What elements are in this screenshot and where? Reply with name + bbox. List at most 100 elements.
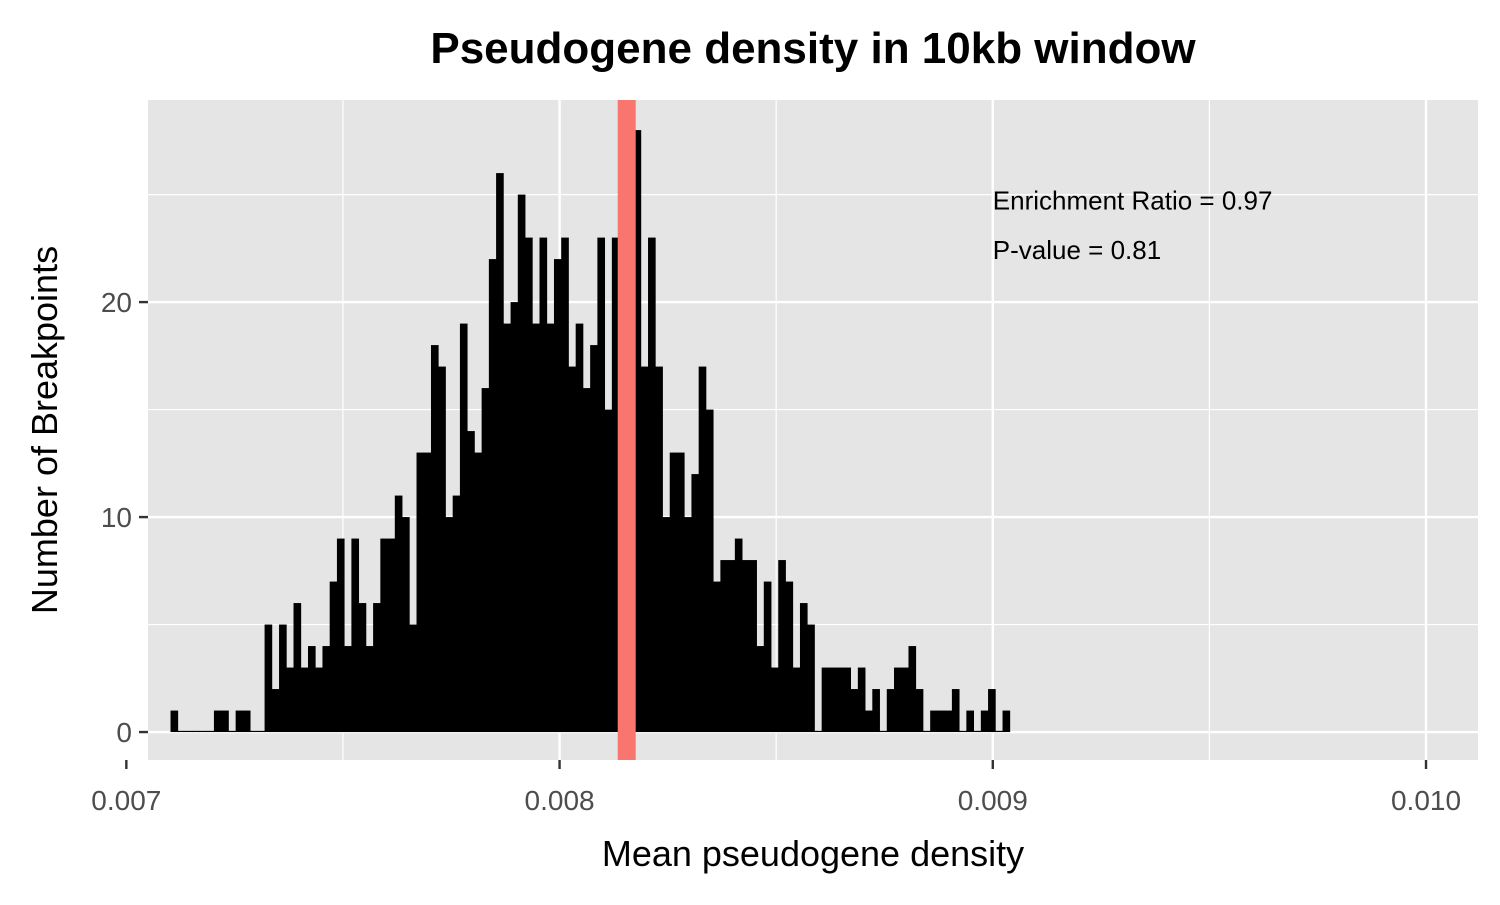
- x-tick-label: 0.008: [525, 785, 595, 816]
- histogram-bar: [423, 452, 432, 733]
- histogram-bar: [430, 345, 439, 733]
- histogram-bar: [177, 730, 186, 733]
- histogram-bar: [394, 495, 403, 733]
- histogram-bar: [242, 710, 251, 733]
- x-tick-label: 0.007: [91, 785, 161, 816]
- histogram-bar: [930, 710, 938, 733]
- y-axis-ticks: 0 10 20: [101, 287, 148, 748]
- histogram-bar: [553, 259, 562, 733]
- histogram-bar: [821, 667, 830, 733]
- histogram-bar: [886, 689, 895, 733]
- histogram-bar: [300, 667, 309, 733]
- histogram-bar: [532, 323, 540, 733]
- histogram-bar: [344, 646, 352, 733]
- annotations: Enrichment Ratio = 0.97 P-value = 0.81: [993, 186, 1273, 265]
- histogram-bar: [734, 538, 743, 733]
- histogram-bar: [474, 452, 483, 733]
- x-tick-label: 0.009: [958, 785, 1028, 816]
- histogram-bar: [655, 366, 663, 733]
- histogram-bar: [221, 710, 229, 733]
- histogram-bar: [879, 730, 888, 733]
- histogram-bar: [901, 667, 909, 733]
- histogram-bar: [452, 495, 461, 733]
- histogram-bar: [358, 603, 367, 733]
- histogram-bar: [307, 646, 316, 733]
- x-axis-ticks: 0.007 0.008 0.009 0.010: [91, 760, 1461, 816]
- y-axis-title: Number of Breakpoints: [24, 246, 65, 614]
- histogram-bar: [669, 452, 678, 733]
- histogram-bar: [922, 730, 931, 733]
- histogram-bar: [488, 259, 497, 733]
- histogram-bar: [409, 624, 417, 733]
- histogram-bar: [481, 388, 490, 733]
- histogram-bar: [459, 323, 468, 733]
- histogram-bar: [329, 581, 338, 733]
- chart-title: Pseudogene density in 10kb window: [430, 24, 1196, 73]
- histogram-bar: [778, 560, 786, 733]
- histogram-bar: [980, 710, 989, 733]
- histogram-bar: [279, 624, 287, 733]
- histogram-bar: [742, 560, 750, 733]
- histogram-bar: [799, 603, 808, 733]
- histogram-bar: [959, 730, 967, 733]
- histogram-bar: [966, 710, 974, 733]
- histogram-bar: [894, 667, 902, 733]
- histogram-bar: [684, 517, 692, 733]
- histogram-bar: [387, 538, 396, 733]
- histogram-bar: [604, 409, 613, 733]
- histogram-bar: [206, 730, 215, 733]
- histogram-bar: [467, 431, 475, 733]
- histogram-bar: [857, 667, 866, 733]
- histogram-bar: [597, 237, 606, 733]
- histogram-bar: [192, 730, 200, 733]
- histogram-bar: [850, 689, 859, 733]
- histogram-bar: [865, 710, 873, 733]
- histogram-bar: [438, 366, 446, 733]
- histogram-bar: [951, 689, 960, 733]
- histogram-bar: [496, 173, 504, 733]
- histogram-bar: [633, 130, 642, 733]
- histogram-bar: [676, 452, 685, 733]
- histogram-bar: [836, 667, 844, 733]
- histogram-bar: [648, 237, 656, 733]
- histogram-bar: [973, 730, 982, 733]
- histogram-bar: [315, 667, 323, 733]
- histogram-bar: [771, 667, 779, 733]
- histogram-bar: [264, 624, 273, 733]
- histogram-bar: [807, 624, 815, 733]
- histogram-bar: [590, 345, 598, 733]
- histogram-bar: [872, 689, 880, 733]
- histogram-bar: [365, 646, 374, 733]
- histogram-bar: [720, 560, 729, 733]
- histogram-bar: [611, 237, 620, 733]
- histogram-bar: [582, 388, 591, 733]
- histogram-bar: [517, 194, 526, 733]
- histogram-bar: [640, 366, 649, 733]
- histogram-bar: [184, 730, 193, 733]
- histogram-bar: [785, 581, 794, 733]
- histogram-bar: [416, 452, 425, 733]
- histogram-bar: [503, 323, 511, 733]
- histogram-bar: [373, 603, 381, 733]
- histogram-bar: [937, 710, 946, 733]
- histogram-bar: [843, 667, 852, 733]
- p-value-annotation: P-value = 0.81: [993, 235, 1161, 265]
- histogram-bar: [756, 646, 765, 733]
- histogram-bar: [170, 710, 179, 733]
- histogram-bar: [286, 667, 294, 733]
- histogram-bar: [915, 689, 924, 733]
- histogram-bar: [568, 366, 577, 733]
- histogram-bar: [908, 646, 917, 733]
- histogram-bar: [402, 517, 410, 733]
- y-tick-label: 10: [101, 502, 132, 533]
- histogram-bar: [792, 667, 801, 733]
- histogram-bar: [1002, 710, 1011, 733]
- histogram-bar: [561, 237, 569, 733]
- y-tick-label: 20: [101, 287, 132, 318]
- histogram-bar: [691, 474, 700, 733]
- histogram-bar: [749, 560, 757, 733]
- histogram-bar: [713, 581, 721, 733]
- histogram-bar: [213, 710, 222, 733]
